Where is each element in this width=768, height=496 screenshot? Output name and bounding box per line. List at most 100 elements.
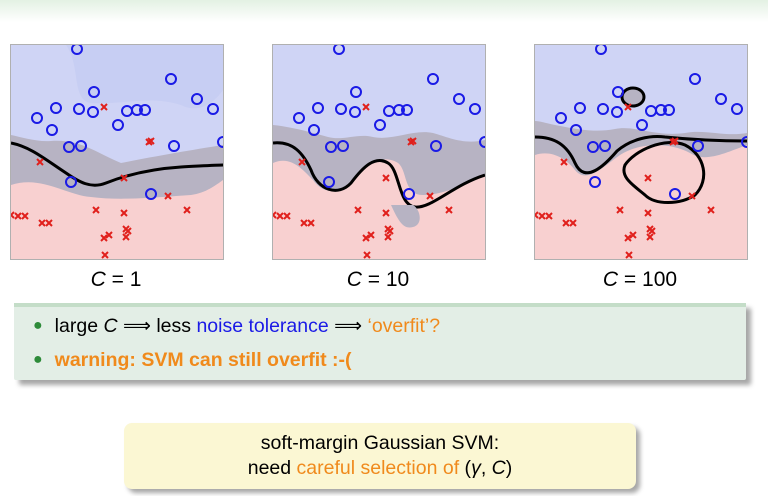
positive-sample-marker	[555, 112, 567, 124]
positive-sample-marker	[570, 124, 582, 136]
negative-sample-marker	[535, 211, 539, 219]
positive-sample-marker	[479, 136, 485, 148]
negative-sample-marker	[120, 174, 128, 182]
summary-text: )	[505, 457, 513, 479]
positive-sample-marker	[63, 141, 75, 153]
negative-sample-marker	[624, 234, 632, 242]
bullet-dot-icon: ●	[33, 317, 43, 334]
negative-sample-marker	[384, 233, 392, 241]
decision-boundary	[11, 141, 223, 187]
positive-sample-marker	[715, 93, 727, 105]
positive-sample-marker	[453, 93, 465, 105]
positive-sample-marker	[335, 103, 347, 115]
positive-sample-marker	[611, 106, 623, 118]
positive-sample-marker	[217, 136, 223, 148]
bullet-warning: warning: SVM can still overfit :-(	[54, 349, 352, 371]
positive-sample-marker	[73, 103, 85, 115]
positive-sample-marker	[293, 112, 305, 124]
negative-sample-marker	[362, 103, 370, 111]
positive-sample-marker	[31, 112, 43, 124]
positive-sample-marker	[689, 73, 701, 85]
positive-sample-marker	[323, 176, 335, 188]
negative-sample-marker	[11, 211, 15, 219]
positive-sample-marker	[191, 93, 203, 105]
positive-sample-marker	[312, 102, 324, 114]
negative-region-patch	[171, 197, 223, 222]
negative-sample-marker	[646, 225, 654, 233]
negative-sample-marker	[147, 137, 155, 145]
negative-sample-marker	[283, 212, 291, 220]
top-band	[0, 0, 768, 22]
negative-sample-marker	[644, 209, 652, 217]
bullet-highlight-blue: noise tolerance	[196, 315, 329, 337]
negative-sample-marker	[122, 233, 130, 241]
svm-plot-c1	[10, 44, 224, 260]
negative-sample-marker	[445, 206, 453, 214]
positive-sample-marker	[612, 86, 624, 98]
negative-sample-marker	[382, 209, 390, 217]
positive-sample-marker	[430, 140, 442, 152]
summary-box: soft-margin Gaussian SVM: need careful s…	[124, 423, 636, 489]
caption-var: C	[346, 268, 362, 291]
positive-sample-marker	[636, 119, 648, 131]
negative-sample-marker	[21, 212, 29, 220]
svm-plot-c100	[534, 44, 748, 260]
positive-sample-marker	[374, 119, 386, 131]
positive-sample-marker	[692, 140, 704, 152]
negative-sample-marker	[409, 137, 417, 145]
positive-sample-marker	[574, 102, 586, 114]
negative-region	[535, 145, 747, 259]
positive-sample-marker	[337, 140, 349, 152]
negative-sample-marker	[616, 206, 624, 214]
positive-sample-marker	[207, 103, 219, 115]
positive-sample-marker	[87, 106, 99, 118]
summary-text: need	[247, 457, 297, 479]
negative-sample-marker	[562, 219, 570, 227]
summary-line-2: need careful selection of (γ, C)	[124, 457, 636, 480]
positive-sample-marker	[349, 106, 361, 118]
positive-sample-marker	[401, 104, 413, 116]
caption-value: = 100	[618, 268, 678, 291]
positive-sample-marker	[65, 176, 77, 188]
caption-c100: C = 100	[534, 268, 746, 292]
negative-sample-marker	[707, 206, 715, 214]
positive-sample-marker	[88, 86, 100, 98]
negative-sample-marker	[122, 225, 130, 233]
positive-sample-marker	[669, 188, 681, 200]
positive-region-core	[66, 45, 223, 109]
negative-sample-marker	[298, 158, 306, 166]
caption-c1: C = 1	[10, 268, 222, 292]
negative-region	[273, 159, 485, 259]
negative-sample-marker	[276, 212, 284, 220]
svm-plot-c10	[272, 44, 486, 260]
positive-sample-marker	[350, 86, 362, 98]
negative-sample-marker	[100, 103, 108, 111]
decision-boundary-loop	[622, 141, 706, 204]
positive-sample-marker	[165, 73, 177, 85]
negative-sample-marker	[538, 212, 546, 220]
bullet-text: ⟹ less	[117, 315, 197, 337]
bullet-highlight-orange: ‘overfit’?	[367, 315, 441, 337]
caption-value: = 10	[361, 268, 410, 291]
positive-sample-marker	[403, 188, 415, 200]
positive-sample-marker	[393, 104, 405, 116]
svm-plot-c100-svg	[535, 45, 747, 259]
bullet-text: ⟹	[328, 315, 368, 337]
data-points	[535, 45, 747, 259]
summary-highlight: careful selection of	[296, 457, 460, 479]
negative-sample-marker	[164, 192, 172, 200]
positive-sample-marker	[50, 102, 62, 114]
caption-var: C	[602, 268, 619, 291]
negative-sample-marker	[646, 233, 654, 241]
negative-sample-marker	[100, 234, 108, 242]
negative-sample-marker	[363, 251, 371, 259]
negative-sample-marker	[307, 219, 315, 227]
bullet-text: large	[54, 315, 104, 337]
summary-var: C	[491, 457, 506, 479]
negative-sample-marker	[92, 206, 100, 214]
negative-sample-marker	[625, 251, 633, 259]
caption-c10: C = 10	[272, 268, 484, 292]
summary-text: (	[459, 457, 472, 479]
negative-sample-marker	[426, 192, 434, 200]
negative-sample-marker	[545, 212, 553, 220]
